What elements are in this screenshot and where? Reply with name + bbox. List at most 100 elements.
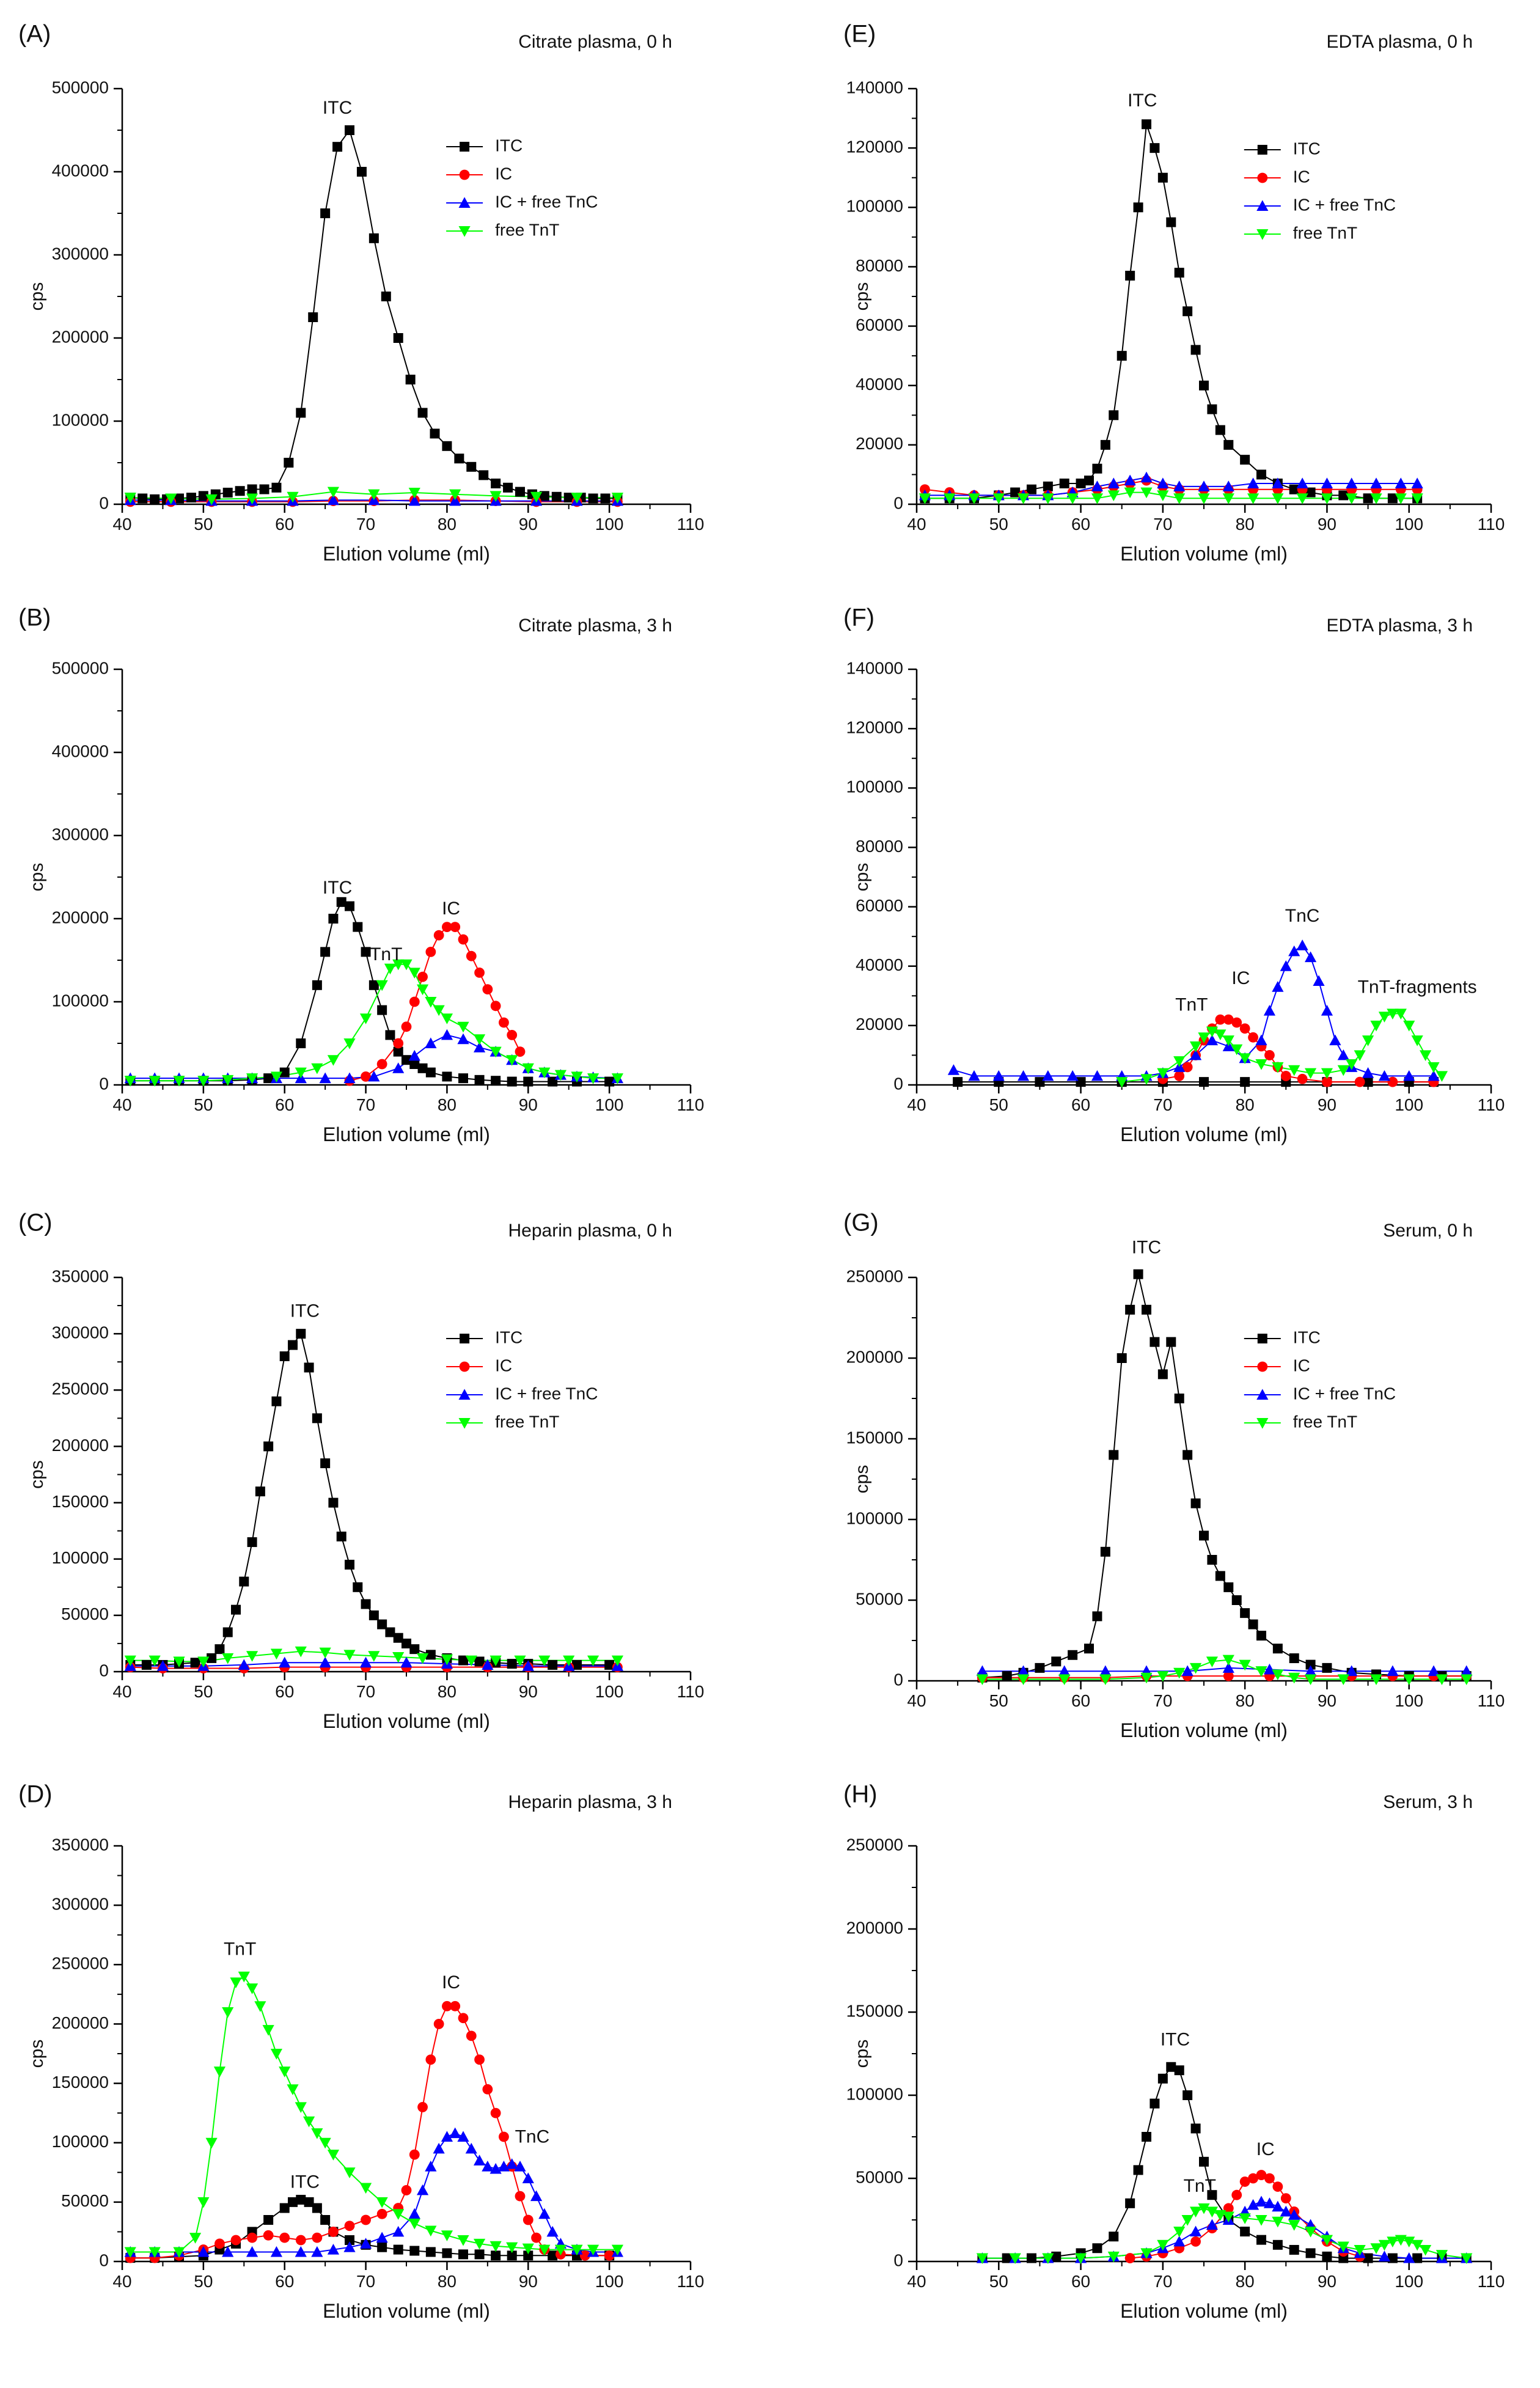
y-tick-label: 100000	[846, 777, 903, 796]
data-point-free_TnT	[270, 2049, 283, 2060]
data-point-IC	[1190, 2236, 1201, 2247]
data-point-ITC	[288, 2197, 298, 2207]
x-tick-label: 60	[275, 1682, 294, 1701]
x-axis-label: Elution volume (ml)	[323, 543, 490, 565]
x-tick-label: 60	[275, 1095, 294, 1114]
data-point-ITC	[1289, 1653, 1299, 1664]
data-point-free_TnT	[384, 963, 397, 975]
data-point-free_TnT	[246, 1983, 258, 1994]
data-point-ITC	[1133, 202, 1143, 213]
annotation-label: ITC	[1160, 2029, 1190, 2049]
data-point-ITC	[1182, 1450, 1193, 1460]
data-point-ITC	[1363, 1077, 1373, 1087]
data-point-ITC	[548, 2250, 558, 2261]
y-tick-label: 100000	[52, 991, 109, 1010]
data-point-free_TnT	[538, 2244, 551, 2256]
data-point-ITC	[1076, 1077, 1086, 1087]
data-point-IC_free_TnC	[1346, 477, 1358, 488]
data-point-IC_free_TnC	[1206, 1034, 1219, 1046]
data-point-ITC	[1116, 351, 1127, 361]
data-point-IC_free_TnC	[359, 1656, 372, 1668]
data-point-IC	[401, 1021, 412, 1032]
data-point-IC	[1272, 2181, 1283, 2192]
data-point-free_TnT	[1403, 2236, 1415, 2247]
data-point-free_TnT	[1140, 1074, 1153, 1085]
data-point-IC_free_TnC	[1296, 939, 1308, 950]
data-point-free_TnT	[1419, 1050, 1432, 1062]
data-point-IC_free_TnC	[522, 2172, 534, 2183]
data-point-IC	[1231, 1017, 1242, 1028]
data-point-free_TnT	[1222, 2211, 1234, 2223]
panel-title: Citrate plasma, 3 h	[518, 615, 672, 636]
data-point-free_TnT	[1116, 1077, 1128, 1088]
data-point-IC_free_TnC	[457, 2131, 469, 2142]
data-point-IC	[515, 2191, 526, 2202]
x-tick-label: 80	[438, 2272, 457, 2291]
legend-marker	[458, 226, 471, 237]
data-point-IC	[482, 2084, 493, 2095]
data-point-free_TnT	[295, 1646, 307, 1658]
data-point-free_TnT	[343, 2167, 356, 2178]
data-point-ITC	[1125, 1304, 1135, 1315]
data-point-IC	[579, 2250, 590, 2261]
data-point-ITC	[271, 1396, 282, 1406]
data-point-IC_free_TnC	[400, 1656, 413, 1668]
data-point-IC_free_TnC	[270, 2246, 283, 2257]
annotation-label: ITC	[1132, 1237, 1161, 1257]
y-tick-label: 80000	[856, 837, 903, 856]
data-point-IC_free_TnC	[1321, 477, 1333, 488]
data-point-ITC	[1109, 2232, 1119, 2242]
data-point-ITC	[1240, 1077, 1250, 1087]
data-point-IC_free_TnC	[1321, 1004, 1333, 1016]
data-point-free_TnT	[408, 487, 420, 499]
data-point-ITC	[1240, 455, 1250, 465]
data-point-ITC	[1035, 1077, 1045, 1087]
data-point-free_TnT	[287, 491, 299, 503]
x-tick-label: 100	[595, 1095, 624, 1114]
data-point-IC	[1223, 2203, 1234, 2214]
data-point-ITC	[356, 167, 367, 177]
data-point-free_TnT	[1346, 493, 1358, 504]
data-point-ITC	[1412, 2253, 1423, 2263]
data-point-free_TnT	[408, 2218, 420, 2230]
y-tick-label: 300000	[52, 1323, 109, 1342]
data-point-ITC	[361, 1599, 371, 1609]
data-point-ITC	[1248, 1619, 1258, 1629]
data-point-IC_free_TnC	[343, 1072, 356, 1084]
x-tick-label: 70	[1153, 1691, 1172, 1710]
x-tick-label: 40	[907, 515, 926, 534]
data-point-IC_free_TnC	[947, 1064, 960, 1075]
data-point-free_TnT	[1074, 2253, 1087, 2265]
data-point-ITC	[551, 491, 562, 502]
data-point-ITC	[1387, 493, 1398, 504]
legend-label: ITC	[1293, 1328, 1321, 1346]
annotation-label: TnC	[515, 2127, 550, 2147]
data-point-IC_free_TnC	[1378, 2250, 1391, 2261]
legend-marker	[458, 1389, 471, 1400]
data-point-free_TnT	[1337, 1065, 1349, 1076]
legend-label: IC	[495, 164, 512, 183]
data-point-IC	[531, 2232, 541, 2243]
data-point-ITC	[1109, 1450, 1119, 1460]
y-tick-label: 100000	[846, 2084, 903, 2103]
data-point-ITC	[345, 125, 354, 135]
data-point-ITC	[296, 2194, 306, 2205]
data-point-ITC	[548, 1659, 558, 1670]
data-point-ITC	[1035, 1662, 1045, 1673]
data-point-free_TnT	[279, 2067, 291, 2078]
data-point-free_TnT	[611, 1655, 624, 1667]
x-tick-label: 90	[519, 1095, 538, 1114]
data-point-free_TnT	[197, 2197, 210, 2208]
data-point-IC_free_TnC	[473, 1042, 486, 1053]
x-tick-label: 50	[989, 1691, 1008, 1710]
data-point-free_TnT	[1411, 1035, 1423, 1046]
x-tick-label: 100	[595, 2272, 624, 2291]
x-tick-label: 90	[1318, 2272, 1336, 2291]
data-point-ITC	[222, 1627, 233, 1637]
legend-marker	[1257, 1334, 1267, 1343]
data-point-free_TnT	[490, 1046, 502, 1058]
x-tick-label: 80	[438, 515, 457, 534]
panel-title: Citrate plasma, 0 h	[518, 32, 672, 52]
data-point-IC_free_TnC	[1247, 2199, 1260, 2210]
data-point-IC_free_TnC	[1107, 477, 1120, 488]
